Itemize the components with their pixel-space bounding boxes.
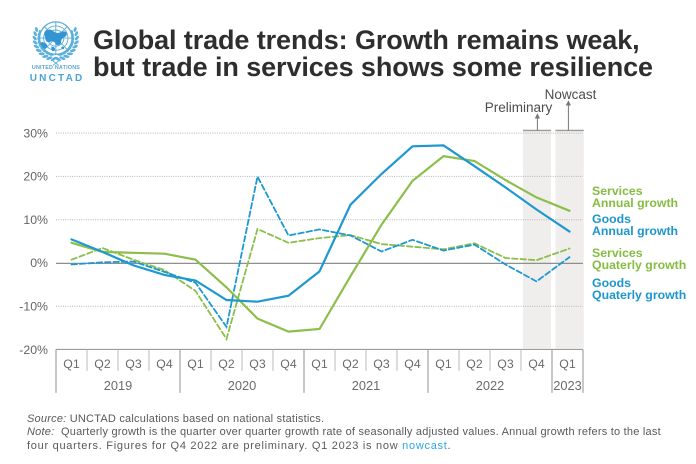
svg-text:Q2: Q2 [342, 357, 359, 371]
svg-text:Q3: Q3 [497, 357, 514, 371]
svg-text:Q4: Q4 [404, 357, 421, 371]
svg-text:30%: 30% [23, 126, 48, 140]
svg-text:2022: 2022 [476, 378, 504, 393]
svg-text:2021: 2021 [352, 378, 380, 393]
svg-text:2023: 2023 [553, 378, 581, 393]
svg-text:Q3: Q3 [373, 357, 390, 371]
svg-text:Q1: Q1 [187, 357, 204, 371]
svg-text:Q1: Q1 [559, 357, 576, 371]
svg-text:Preliminary: Preliminary [485, 100, 553, 115]
svg-text:Q1: Q1 [63, 357, 80, 371]
svg-text:-20%: -20% [19, 343, 48, 357]
svg-text:Q2: Q2 [466, 357, 483, 371]
svg-text:Q1: Q1 [311, 357, 328, 371]
svg-text:10%: 10% [23, 213, 48, 227]
svg-text:20%: 20% [23, 170, 48, 184]
svg-text:0%: 0% [30, 256, 48, 270]
svg-text:Q3: Q3 [249, 357, 266, 371]
svg-text:-10%: -10% [19, 300, 48, 314]
svg-text:2019: 2019 [104, 378, 132, 393]
svg-text:Q4: Q4 [156, 357, 173, 371]
svg-text:2020: 2020 [228, 378, 256, 393]
svg-text:Q1: Q1 [435, 357, 452, 371]
svg-text:Q4: Q4 [528, 357, 545, 371]
svg-text:Q2: Q2 [218, 357, 235, 371]
svg-text:Nowcast: Nowcast [545, 87, 597, 102]
svg-text:Q4: Q4 [280, 357, 297, 371]
svg-text:Q3: Q3 [125, 357, 142, 371]
svg-text:Q2: Q2 [94, 357, 111, 371]
